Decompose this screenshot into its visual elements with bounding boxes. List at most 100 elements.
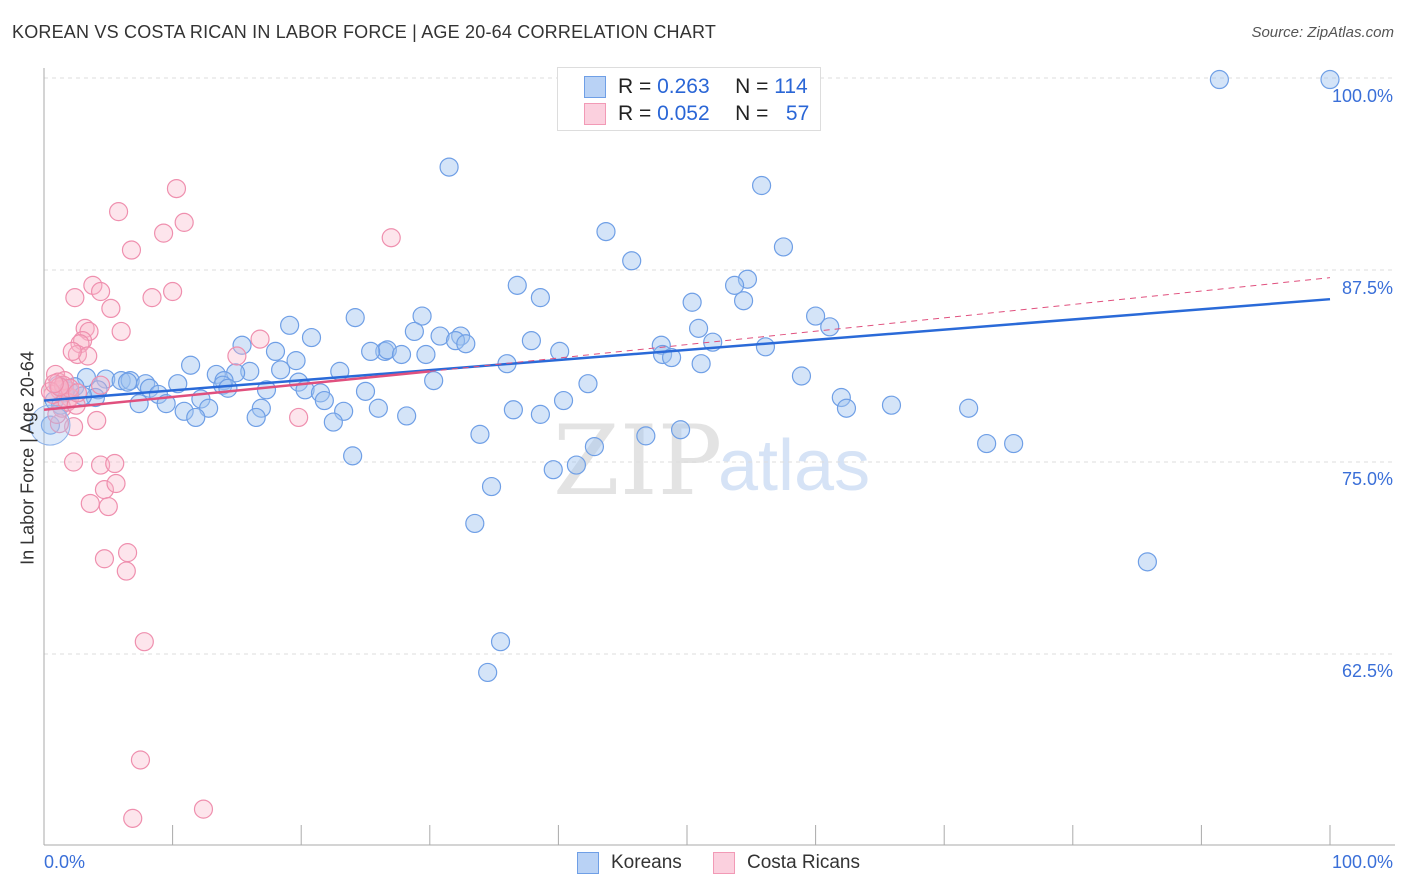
korean-point [773, 237, 794, 257]
costa-rican-point [105, 453, 125, 474]
chart-title: KOREAN VS COSTA RICAN IN LABOR FORCE | A… [12, 22, 717, 42]
korean-point [368, 398, 388, 418]
source-label: Source: ZipAtlas.com [1251, 24, 1394, 41]
legend-label: Costa Ricans [747, 852, 860, 873]
costa-rican-point [117, 543, 138, 563]
costa-rican-point [108, 202, 129, 222]
korean-point [355, 381, 376, 401]
korean-point [323, 412, 343, 432]
korean-point [251, 398, 271, 418]
costa-rican-point [116, 561, 136, 581]
korean-point [377, 340, 397, 360]
costa-rican-point [90, 281, 111, 302]
korean-point [596, 222, 616, 242]
korean-point [256, 380, 277, 400]
korean-point [831, 387, 851, 408]
korean-point [280, 315, 300, 335]
costa-rican-point [65, 288, 85, 308]
korean-point [129, 394, 149, 414]
korean-point [301, 327, 322, 348]
korean-point [959, 398, 979, 418]
korean-point [503, 400, 523, 420]
korean-point [271, 360, 291, 380]
costa-rican-point [142, 288, 162, 308]
korean-point [397, 406, 417, 426]
y-tick-label: 100.0% [1331, 86, 1393, 106]
korean-point [226, 363, 246, 383]
costa-rican-point [121, 240, 142, 260]
costa-rican-point [94, 549, 115, 569]
r-label: R = [618, 102, 652, 125]
legend-item-koreans: Koreans [577, 852, 682, 874]
korean-point [218, 378, 238, 398]
korean-point [232, 335, 252, 355]
costa-rican-point [193, 799, 214, 819]
korean-point [566, 455, 587, 475]
legend-label: Koreans [611, 852, 682, 873]
costa-rican-point [63, 452, 84, 472]
korean-point [881, 395, 902, 415]
r-label: R = [618, 75, 652, 98]
korean-point [682, 292, 702, 312]
korean-point [755, 337, 776, 357]
costa-rican-point [101, 298, 121, 318]
korean-point [465, 513, 485, 534]
costa-rican-point [49, 377, 70, 397]
costa-rican-point [80, 493, 100, 514]
x-tick-label: 100.0% [1331, 852, 1393, 872]
costa-rican-point [123, 808, 143, 828]
korean-point [1004, 433, 1024, 454]
korean-point [688, 318, 709, 338]
korean-point [430, 326, 450, 346]
r-value: 0.052 [657, 102, 710, 125]
n-label: N = [735, 102, 769, 125]
korean-point [117, 372, 138, 392]
costa-rican-trend-line [43, 370, 430, 412]
korean-point [521, 331, 541, 351]
costa-rican-point [130, 750, 151, 770]
korean-point [550, 341, 570, 362]
korean-point [584, 437, 605, 457]
korean-point [246, 407, 266, 428]
korean-point-large [29, 404, 71, 446]
korean-point [343, 446, 363, 466]
korean-point [206, 364, 226, 385]
costa-rican-point [134, 632, 154, 652]
korean-point [636, 426, 656, 446]
korean-point [578, 374, 598, 394]
korean-point [724, 275, 745, 295]
stats-legend: R = 0.263 N = 114 R = 0.052 N = 57 [557, 67, 821, 131]
korean-point [751, 175, 772, 196]
n-value: 57 [785, 102, 810, 125]
costa-rican-point [289, 407, 309, 428]
korean-point [791, 366, 812, 386]
costa-ricans-swatch [713, 852, 735, 874]
costa-rican-point [83, 275, 103, 295]
korean-point [361, 341, 381, 362]
koreans-swatch [584, 76, 606, 98]
korean-point [404, 321, 424, 342]
korean-point [265, 341, 286, 362]
korean-point [439, 157, 459, 177]
costa-rican-point [250, 329, 270, 349]
korean-point [481, 476, 502, 497]
y-tick-label: 87.5% [1341, 278, 1393, 298]
n-label: N = [735, 75, 769, 98]
x-tick-label: 0.0% [44, 852, 86, 872]
korean-point [691, 354, 711, 374]
korean-point [977, 433, 997, 454]
korean-point [240, 361, 260, 381]
n-value: 114 [774, 75, 808, 98]
korean-point [490, 632, 511, 652]
legend-item-costa-ricans: Costa Ricans [713, 852, 860, 874]
korean-point [543, 460, 563, 480]
korean-point [286, 351, 306, 371]
korean-point [181, 355, 201, 375]
korean-point [622, 251, 642, 271]
legend-row-costa-ricans: R = 0.052 N = 57 [584, 102, 809, 126]
r-value: 0.263 [657, 75, 710, 98]
korean-point [174, 401, 194, 421]
costa-rican-point [87, 410, 107, 431]
korean-point [416, 344, 436, 365]
